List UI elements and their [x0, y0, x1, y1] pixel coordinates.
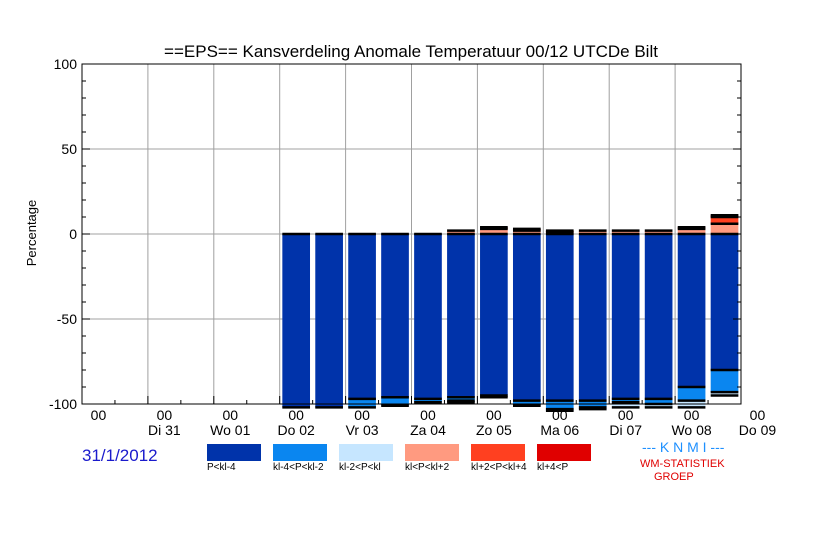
bar-segment: [710, 234, 739, 370]
bar-segment: [282, 234, 311, 408]
legend-label: kl<P<kl+2: [405, 462, 450, 473]
x-hour-label: 00: [750, 407, 766, 423]
x-day-label: Zo 05: [476, 422, 512, 438]
x-day-label: Wo 08: [671, 422, 711, 438]
x-day-label: Ma 06: [540, 422, 579, 438]
bar-segment: [578, 234, 607, 401]
x-hour-label: 00: [288, 407, 304, 423]
bar-segment: [545, 400, 574, 410]
y-tick-label: -100: [49, 396, 77, 412]
y-tick-label: 100: [54, 56, 78, 72]
x-hour-label: 00: [354, 407, 370, 423]
x-day-label: Do 09: [739, 422, 777, 438]
knmi-label: --- K N M I ---: [642, 439, 725, 455]
x-day-label: Do 02: [277, 422, 315, 438]
x-hour-label: 00: [420, 407, 436, 423]
bar-segment: [545, 234, 574, 401]
bar-segment: [315, 234, 343, 408]
bar-segment: [512, 234, 541, 401]
legend-label: kl+4<P: [537, 462, 568, 473]
x-hour-label: 00: [222, 407, 238, 423]
bar-segment: [677, 234, 706, 387]
x-day-label: Di 31: [148, 422, 181, 438]
chart-title: ==EPS== Kansverdeling Anomale Temperatuu…: [164, 42, 658, 61]
bar-segment: [381, 397, 409, 406]
bar-segment: [414, 234, 442, 399]
bar-segment: [414, 398, 442, 403]
bar-segment: [447, 397, 475, 401]
bar-segment: [644, 230, 673, 234]
bar-segment: [447, 234, 475, 398]
x-hour-label: 00: [552, 407, 568, 423]
wm-groep-label: GROEP: [654, 471, 694, 483]
legend-swatch: [207, 444, 261, 461]
bar-segment: [710, 217, 739, 224]
x-hour-label: 00: [684, 407, 700, 423]
x-day-label: Di 07: [609, 422, 642, 438]
x-day-label: Za 04: [410, 422, 446, 438]
bar-segment: [611, 398, 640, 403]
bar-segment: [348, 234, 376, 399]
legend-label: P<kl-4: [207, 462, 236, 473]
bar-segment: [710, 223, 739, 234]
y-axis-label: Percentage: [24, 200, 39, 267]
bar-segment: [611, 234, 640, 399]
bar-segment: [611, 230, 640, 234]
y-tick-label: 0: [69, 226, 77, 242]
bar-segment: [512, 230, 541, 234]
y-tick-label: 50: [61, 141, 77, 157]
bar-segment: [480, 228, 508, 234]
x-hour-label: 00: [618, 407, 634, 423]
legend-swatch: [471, 444, 525, 461]
bar-segment: [677, 228, 706, 234]
x-hour-label: 00: [91, 407, 107, 423]
bars: [282, 214, 739, 413]
date-label: 31/1/2012: [82, 446, 158, 465]
legend-swatch: [405, 444, 459, 461]
bar-segment: [512, 400, 541, 406]
x-hour-label: 00: [157, 407, 173, 423]
bar-segment: [644, 404, 673, 408]
bar-segment: [578, 230, 607, 234]
x-hour-label: 00: [486, 407, 502, 423]
legend-swatch: [273, 444, 327, 461]
legend-label: kl-2<P<kl: [339, 462, 381, 473]
legend-swatch: [339, 444, 393, 461]
bar-segment: [644, 234, 673, 399]
legend-label: kl-4<P<kl-2: [273, 462, 324, 473]
bar-segment: [480, 234, 508, 396]
legend-label: kl+2<P<kl+4: [471, 462, 527, 473]
x-day-label: Vr 03: [346, 422, 379, 438]
bar-segment: [710, 392, 739, 396]
y-tick-labels: 100 50 0 -50 -100: [49, 56, 77, 412]
bar-segment: [348, 398, 376, 408]
bar-segment: [710, 370, 739, 393]
wm-statistiek-label: WM-STATISTIEK: [640, 458, 725, 470]
x-day-label: Wo 01: [210, 422, 250, 438]
bar-segment: [644, 398, 673, 404]
legend-swatch: [537, 444, 591, 461]
bar-segment: [677, 387, 706, 401]
bar-segment: [611, 402, 640, 408]
y-tick-label: -50: [57, 311, 77, 327]
legend: P<kl-4 kl-4<P<kl-2 kl-2<P<kl kl<P<kl+2 kl+2<…: [207, 444, 591, 473]
bar-segment: [381, 234, 409, 398]
axes: [81, 63, 742, 405]
bar-segment: [447, 230, 475, 234]
